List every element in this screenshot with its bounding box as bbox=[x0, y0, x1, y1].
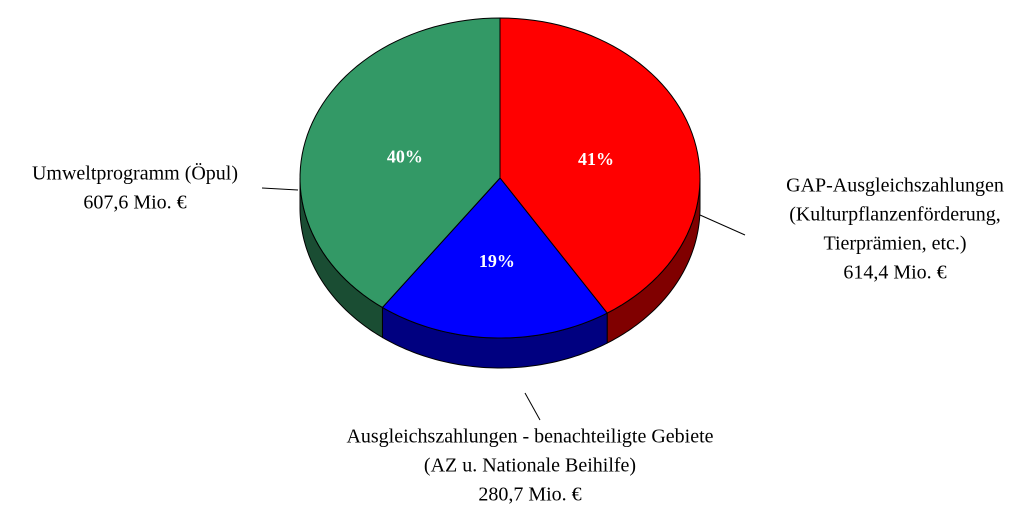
leader-line bbox=[261, 187, 299, 191]
slice bbox=[381, 177, 608, 339]
slice bbox=[299, 17, 501, 309]
category-label: GAP-Ausgleichszahlungen bbox=[786, 175, 1004, 197]
slice bbox=[499, 17, 701, 314]
value-label: 19% bbox=[479, 251, 515, 271]
category-label: (Kulturpflanzenförderung, bbox=[789, 204, 1001, 226]
category-label: (AZ u. Nationale Beihilfe) bbox=[424, 455, 636, 477]
value-label: 41% bbox=[578, 149, 614, 169]
category-label: Umweltprogramm (Öpul) bbox=[32, 162, 238, 185]
amount-label: 607,6 Mio. € bbox=[83, 192, 186, 214]
leader-line bbox=[699, 214, 746, 236]
category-label: Ausgleichszahlungen - benachteiligte Geb… bbox=[346, 426, 713, 448]
amount-label: 280,7 Mio. € bbox=[478, 484, 581, 506]
amount-label: 614,4 Mio. € bbox=[843, 262, 946, 284]
leader-line bbox=[524, 392, 541, 421]
category-label: Tierprämien, etc.) bbox=[823, 233, 966, 255]
value-label: 40% bbox=[387, 146, 423, 166]
